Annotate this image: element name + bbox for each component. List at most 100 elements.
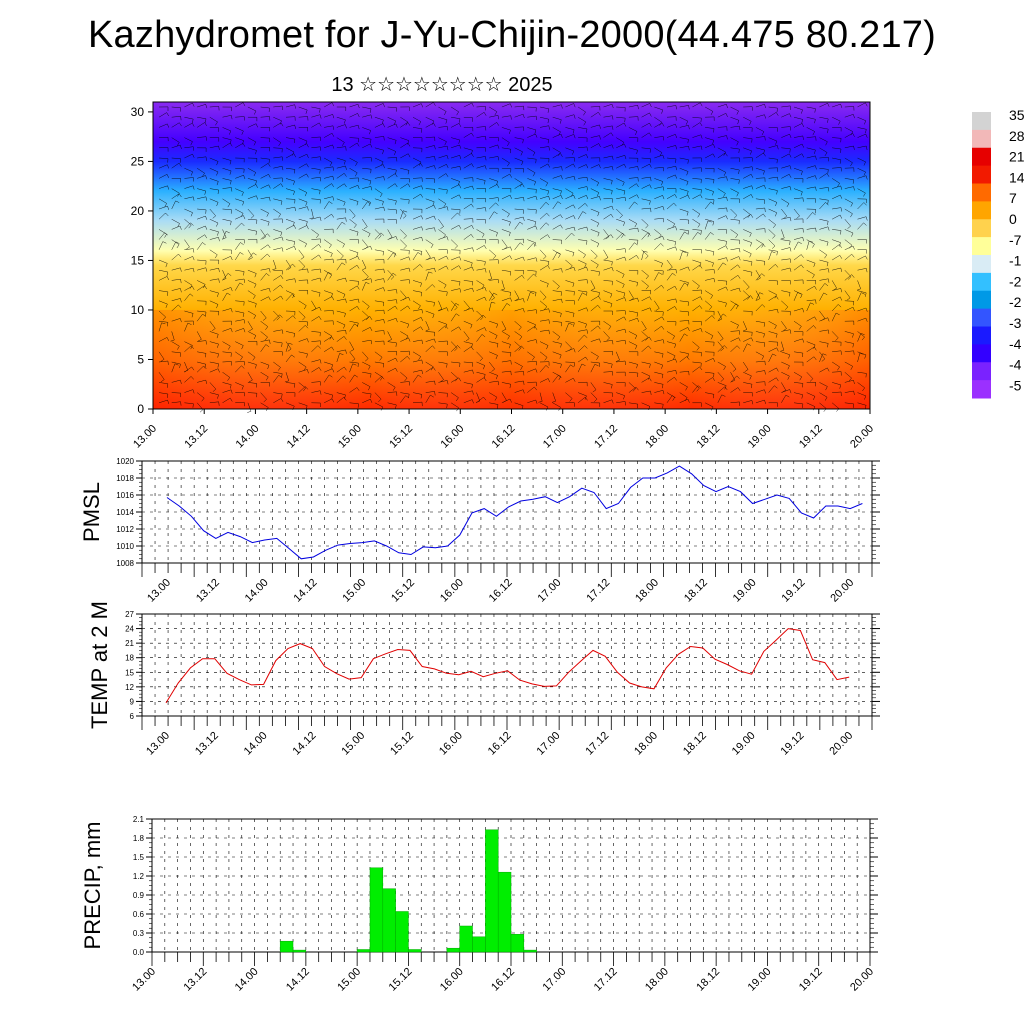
pmsl-ytick-label: 1020 — [116, 457, 134, 466]
precip-bar — [292, 949, 307, 953]
temp-xtick-label: 15.00 — [339, 730, 367, 758]
precip-ytick-label: 1.2 — [133, 872, 145, 881]
heatmap-ytick-label: 10 — [131, 303, 145, 317]
heatmap-xtick-label: 16.00 — [438, 423, 466, 451]
pmsl-xtick-label: 17.12 — [584, 577, 612, 605]
precip-ylabel: PRECIP, mm — [80, 822, 105, 950]
colorbar-label: -2 — [1009, 294, 1022, 310]
colorbar-swatch — [972, 183, 991, 202]
colorbar-label: -4 — [1009, 357, 1022, 373]
heatmap-xtick-label: 20.00 — [848, 423, 876, 451]
heatmap-xtick-label: 17.12 — [592, 423, 620, 451]
heatmap-xtick-label: 15.00 — [336, 423, 364, 451]
temp-ytick-label: 27 — [125, 610, 134, 619]
colorbar-label: 7 — [1009, 190, 1017, 206]
temp-xtick-label: 13.00 — [144, 730, 172, 758]
pmsl-ytick-label: 1008 — [116, 559, 134, 568]
pmsl-grid — [142, 460, 872, 564]
wind-barbs — [158, 102, 868, 413]
temp-xtick-label: 14.00 — [242, 730, 270, 758]
precip-ytick-label: 0.3 — [133, 929, 145, 938]
colorbar-swatch — [972, 272, 991, 292]
colorbar-label: -7 — [1009, 232, 1022, 248]
colorbar-swatch — [972, 308, 991, 327]
pmsl-xtick-label: 14.12 — [292, 577, 320, 605]
temp-xtick-label: 17.00 — [535, 730, 563, 758]
precip-bar — [408, 949, 422, 953]
pmsl-xtick-label: 19.00 — [731, 577, 759, 605]
colorbar-label: -4 — [1009, 336, 1022, 352]
heatmap-xtick-label: 14.12 — [285, 423, 313, 451]
temp-ytick-label: 18 — [125, 654, 134, 663]
colorbar-swatch — [972, 165, 991, 184]
precip-xtick-label: 14.12 — [284, 966, 312, 994]
heatmap-xtick-label: 16.12 — [490, 423, 518, 451]
temp-xtick-label: 20.00 — [827, 730, 855, 758]
heatmap-ytick-label: 30 — [131, 105, 145, 119]
pmsl-xtick-label: 18.00 — [633, 577, 661, 605]
precip-bar — [356, 949, 371, 953]
temp-ylabel: TEMP at 2 M — [87, 601, 112, 729]
precip-xtick-label: 16.00 — [438, 966, 466, 994]
temp-xtick-label: 13.12 — [193, 730, 221, 758]
colorbar-swatch — [972, 237, 991, 256]
precip-bar — [369, 867, 384, 953]
precip-ytick-label: 2.1 — [133, 815, 145, 824]
temp-ytick-label: 21 — [125, 639, 134, 648]
precip-bar — [523, 949, 537, 953]
heatmap-xtick-label: 17.00 — [541, 423, 569, 451]
colorbar-label: -1 — [1009, 253, 1022, 269]
precip-xtick-label: 13.00 — [130, 966, 158, 994]
colorbar-swatch — [972, 362, 991, 381]
colorbar-label: 14 — [1009, 169, 1024, 185]
temp-xtick-label: 16.12 — [486, 730, 514, 758]
precip-xtick-label: 19.12 — [797, 966, 825, 994]
pmsl-xtick-label: 18.12 — [682, 577, 710, 605]
heatmap-xtick-label: 18.12 — [695, 423, 723, 451]
pmsl-ytick-label: 1016 — [116, 491, 134, 500]
heatmap-ytick-label: 0 — [137, 402, 144, 416]
temp-ytick-label: 9 — [130, 697, 135, 706]
temp-xtick-label: 18.12 — [681, 730, 709, 758]
precip-bar — [472, 936, 486, 953]
heatmap-ytick-label: 20 — [131, 204, 145, 218]
heatmap-warm-overlay — [153, 309, 870, 409]
heatmap-xtick-label: 15.12 — [387, 423, 415, 451]
precip-xtick-label: 18.12 — [694, 966, 722, 994]
heatmap-ytick-label: 25 — [131, 154, 145, 168]
precip-xtick-label: 15.00 — [335, 966, 363, 994]
precip-xtick-label: 20.00 — [848, 966, 876, 994]
precip-xtick-label: 14.00 — [233, 966, 261, 994]
temp-xtick-label: 14.12 — [291, 730, 319, 758]
colorbar-swatch — [972, 147, 991, 167]
pmsl-xtick-label: 17.00 — [536, 577, 564, 605]
precip-ytick-label: 1.5 — [133, 853, 145, 862]
colorbar-swatch — [972, 255, 991, 274]
heatmap-xtick-label: 13.12 — [182, 423, 210, 451]
page-title: Kazhydromet for J-Yu-Chijin-2000(44.475 … — [88, 14, 936, 56]
precip-xtick-label: 18.00 — [643, 966, 671, 994]
colorbar-swatch — [972, 219, 991, 238]
pmsl-xtick-label: 14.00 — [243, 577, 271, 605]
colorbar-label: -5 — [1009, 377, 1022, 393]
precip-xtick-label: 16.12 — [489, 966, 517, 994]
temp-xtick-label: 19.00 — [730, 730, 758, 758]
pmsl-ytick-label: 1018 — [116, 474, 134, 483]
temp-ytick-label: 24 — [125, 625, 134, 634]
temp-xtick-label: 19.12 — [779, 730, 807, 758]
precip-bar — [485, 829, 499, 953]
pmsl-xtick-label: 13.12 — [194, 577, 222, 605]
precip-bar — [382, 888, 396, 953]
colorbar-label: -2 — [1009, 273, 1022, 289]
pmsl-xtick-label: 16.12 — [487, 577, 515, 605]
pmsl-xtick-label: 13.00 — [145, 577, 173, 605]
pmsl-ytick-label: 1012 — [116, 525, 134, 534]
temp-xtick-label: 17.12 — [583, 730, 611, 758]
precip-ytick-label: 0.6 — [133, 910, 145, 919]
precip-xtick-label: 17.12 — [592, 966, 620, 994]
precip-bar — [446, 947, 460, 953]
temp-ytick-label: 6 — [130, 712, 135, 721]
temp-xtick-label: 15.12 — [388, 730, 416, 758]
precip-bar — [497, 871, 512, 953]
